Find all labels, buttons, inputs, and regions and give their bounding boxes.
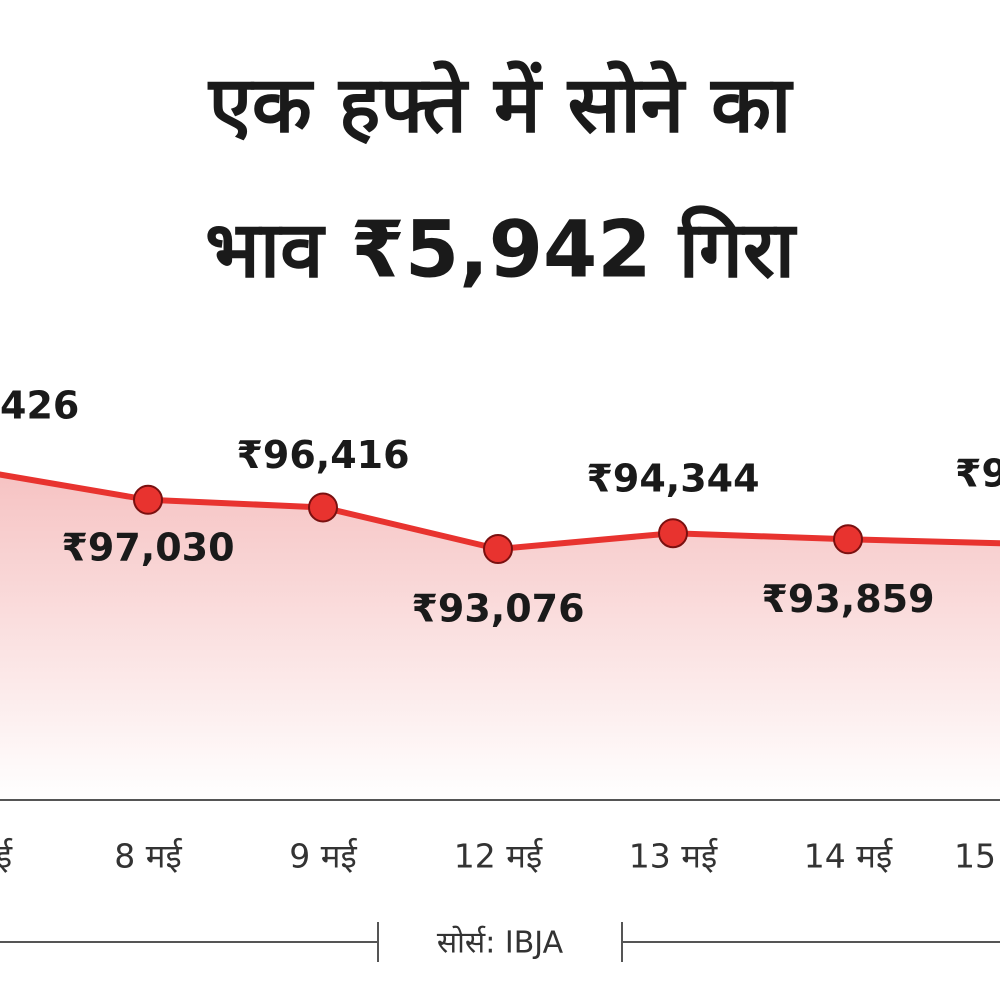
value-label: ₹97,030 <box>61 525 234 569</box>
source: सोर्स: IBJA <box>437 926 564 961</box>
value-label: 426 <box>0 384 79 428</box>
x-tick-label: 15 <box>954 837 996 876</box>
chart-title: भाव ₹5,942 गिरा <box>205 204 798 295</box>
x-tick-label: ई <box>0 837 13 876</box>
x-tick-label: 14 मई <box>804 837 893 876</box>
value-label: ₹93,859 <box>761 577 934 621</box>
point <box>483 534 513 564</box>
point <box>133 484 163 515</box>
point <box>658 518 688 549</box>
value-label: ₹9 <box>955 451 1000 495</box>
x-tick-label: 12 मई <box>454 837 543 876</box>
value-label: ₹94,344 <box>586 457 759 501</box>
area <box>0 474 1000 800</box>
x-tick-label: 9 मई <box>289 837 357 876</box>
x-tick-label: 13 मई <box>629 837 718 876</box>
value-label: ₹96,416 <box>236 433 409 477</box>
x-tick-label: 8 मई <box>114 837 182 876</box>
plot: 426 ई ₹97,030 8 मई ₹96,416 9 मई ₹93,076 12 मई ₹9… <box>0 384 1000 876</box>
point <box>308 492 338 523</box>
chart-title: एक हफ्ते में सोने का <box>207 59 794 150</box>
value-label: ₹93,076 <box>411 587 584 631</box>
point <box>833 524 863 555</box>
